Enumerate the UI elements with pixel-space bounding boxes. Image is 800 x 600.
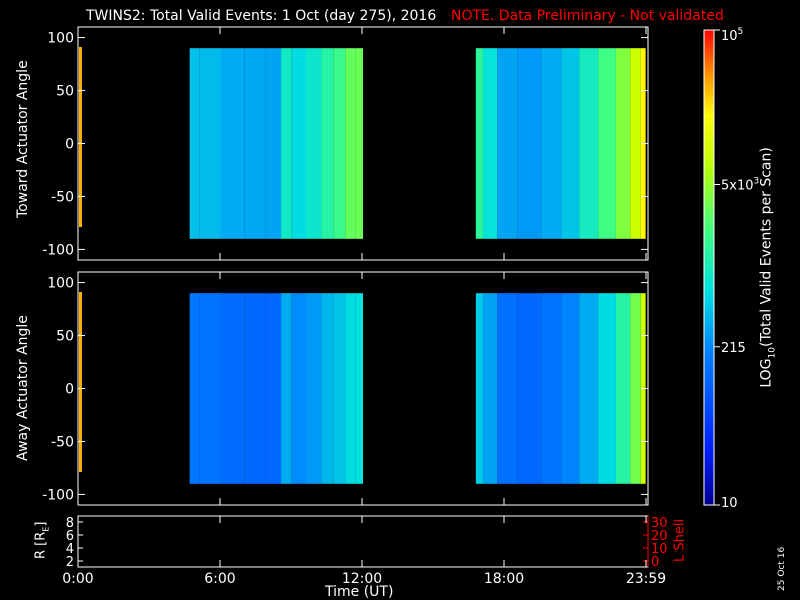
- lshell-axis-label: L Shell: [672, 518, 688, 563]
- colorbar-ticks: 105 5x103 215 10: [714, 27, 759, 511]
- heatmap-column: [306, 48, 322, 239]
- r-tick-label: 6: [66, 529, 74, 544]
- colorbar-tick-label: 215: [721, 341, 746, 356]
- x-tick-label: 6:00: [204, 571, 235, 587]
- colorbar-tick-label: 105: [721, 27, 743, 44]
- radius-axis-label: R [RE]: [33, 521, 51, 560]
- away-ylabel: Away Actuator Angle: [15, 315, 31, 461]
- heatmap-column: [189, 293, 200, 484]
- y-tick-label: 100: [47, 276, 74, 292]
- x-tick-label: 0:00: [62, 571, 93, 587]
- heatmap-column: [517, 293, 542, 484]
- colorbar-tick-label: 10: [721, 496, 738, 511]
- x-tick-label: 12:00: [342, 571, 382, 587]
- y-tick-label: -50: [51, 189, 74, 205]
- y-tick-label: 50: [56, 329, 74, 345]
- heatmap-column: [265, 293, 282, 484]
- y-tick-label: 0: [65, 382, 74, 398]
- away-edge-stripe: [79, 292, 82, 472]
- toward-heatmap: [189, 48, 646, 239]
- colorbar-tick-label: 5x103: [721, 176, 759, 193]
- y-tick-label: -100: [42, 487, 74, 503]
- heatmap-column: [598, 48, 616, 239]
- lshell-tick-label: 0: [651, 555, 659, 570]
- heatmap-column: [497, 48, 518, 239]
- colorbar-label: LOG10(Total Valid Events per Scan): [758, 147, 778, 388]
- heatmap-column: [541, 48, 562, 239]
- heatmap-column: [291, 48, 306, 239]
- heatmap-column: [355, 293, 363, 484]
- heatmap-column: [220, 48, 245, 239]
- y-tick-label: -50: [51, 434, 74, 450]
- y-tick-label: -100: [42, 242, 74, 258]
- x-tick-label: 23:59: [626, 571, 666, 587]
- heatmap-column: [475, 48, 483, 239]
- y-tick-label: 0: [65, 137, 74, 153]
- heatmap-column: [482, 293, 498, 484]
- preliminary-note: NOTE. Data Preliminary - Not validated: [451, 8, 724, 24]
- r-tick-label: 4: [66, 542, 74, 557]
- heatmap-column: [244, 48, 266, 239]
- heatmap-column: [189, 48, 200, 239]
- heatmap-column: [333, 48, 346, 239]
- heatmap-column: [321, 293, 334, 484]
- heatmap-column: [579, 293, 599, 484]
- heatmap-column: [579, 48, 599, 239]
- heatmap-column: [541, 293, 562, 484]
- x-tick-label: 18:00: [484, 571, 524, 587]
- ephemeris-panel-frame: [77, 515, 649, 568]
- heatmap-column: [345, 48, 356, 239]
- heatmap-column: [517, 48, 542, 239]
- heatmap-column: [598, 293, 616, 484]
- toward-edge-stripe: [79, 47, 82, 227]
- heatmap-column: [220, 293, 245, 484]
- toward-ylabel: Toward Actuator Angle: [15, 60, 31, 218]
- r-tick-label: 2: [66, 555, 74, 570]
- heatmap-column: [199, 48, 221, 239]
- heatmap-column: [291, 293, 306, 484]
- heatmap-column: [561, 293, 580, 484]
- heatmap-column: [281, 48, 292, 239]
- lshell-tick-label: 10: [651, 542, 668, 557]
- heatmap-column: [482, 48, 498, 239]
- heatmap-column: [265, 48, 282, 239]
- heatmap-column: [630, 48, 641, 239]
- heatmap-column: [630, 293, 641, 484]
- colorbar: [703, 29, 715, 506]
- heatmap-column: [355, 48, 363, 239]
- heatmap-column: [244, 293, 266, 484]
- lshell-tick-label: 20: [651, 529, 668, 544]
- heatmap-column: [497, 293, 518, 484]
- away-heatmap: [189, 293, 646, 484]
- heatmap-column: [345, 293, 356, 484]
- heatmap-column: [333, 293, 346, 484]
- heatmap-column: [199, 293, 221, 484]
- heatmap-column: [281, 293, 292, 484]
- x-axis-ticks: 0:00 6:00 12:00 18:00 23:59: [62, 27, 666, 587]
- heatmap-column: [321, 48, 334, 239]
- r-tick-label: 8: [66, 516, 74, 531]
- heatmap-column: [615, 293, 631, 484]
- heatmap-column: [561, 48, 580, 239]
- lshell-tick-label: 30: [651, 516, 668, 531]
- date-stamp: 25 Oct 16: [777, 546, 787, 591]
- chart-title: TWINS2: Total Valid Events: 1 Oct (day 2…: [86, 8, 437, 24]
- x-axis-title: Time (UT): [325, 584, 394, 600]
- y-tick-label: 50: [56, 84, 74, 100]
- heatmap-column: [306, 293, 322, 484]
- y-tick-label: 100: [47, 31, 74, 47]
- heatmap-column: [615, 48, 631, 239]
- heatmap-column: [475, 293, 483, 484]
